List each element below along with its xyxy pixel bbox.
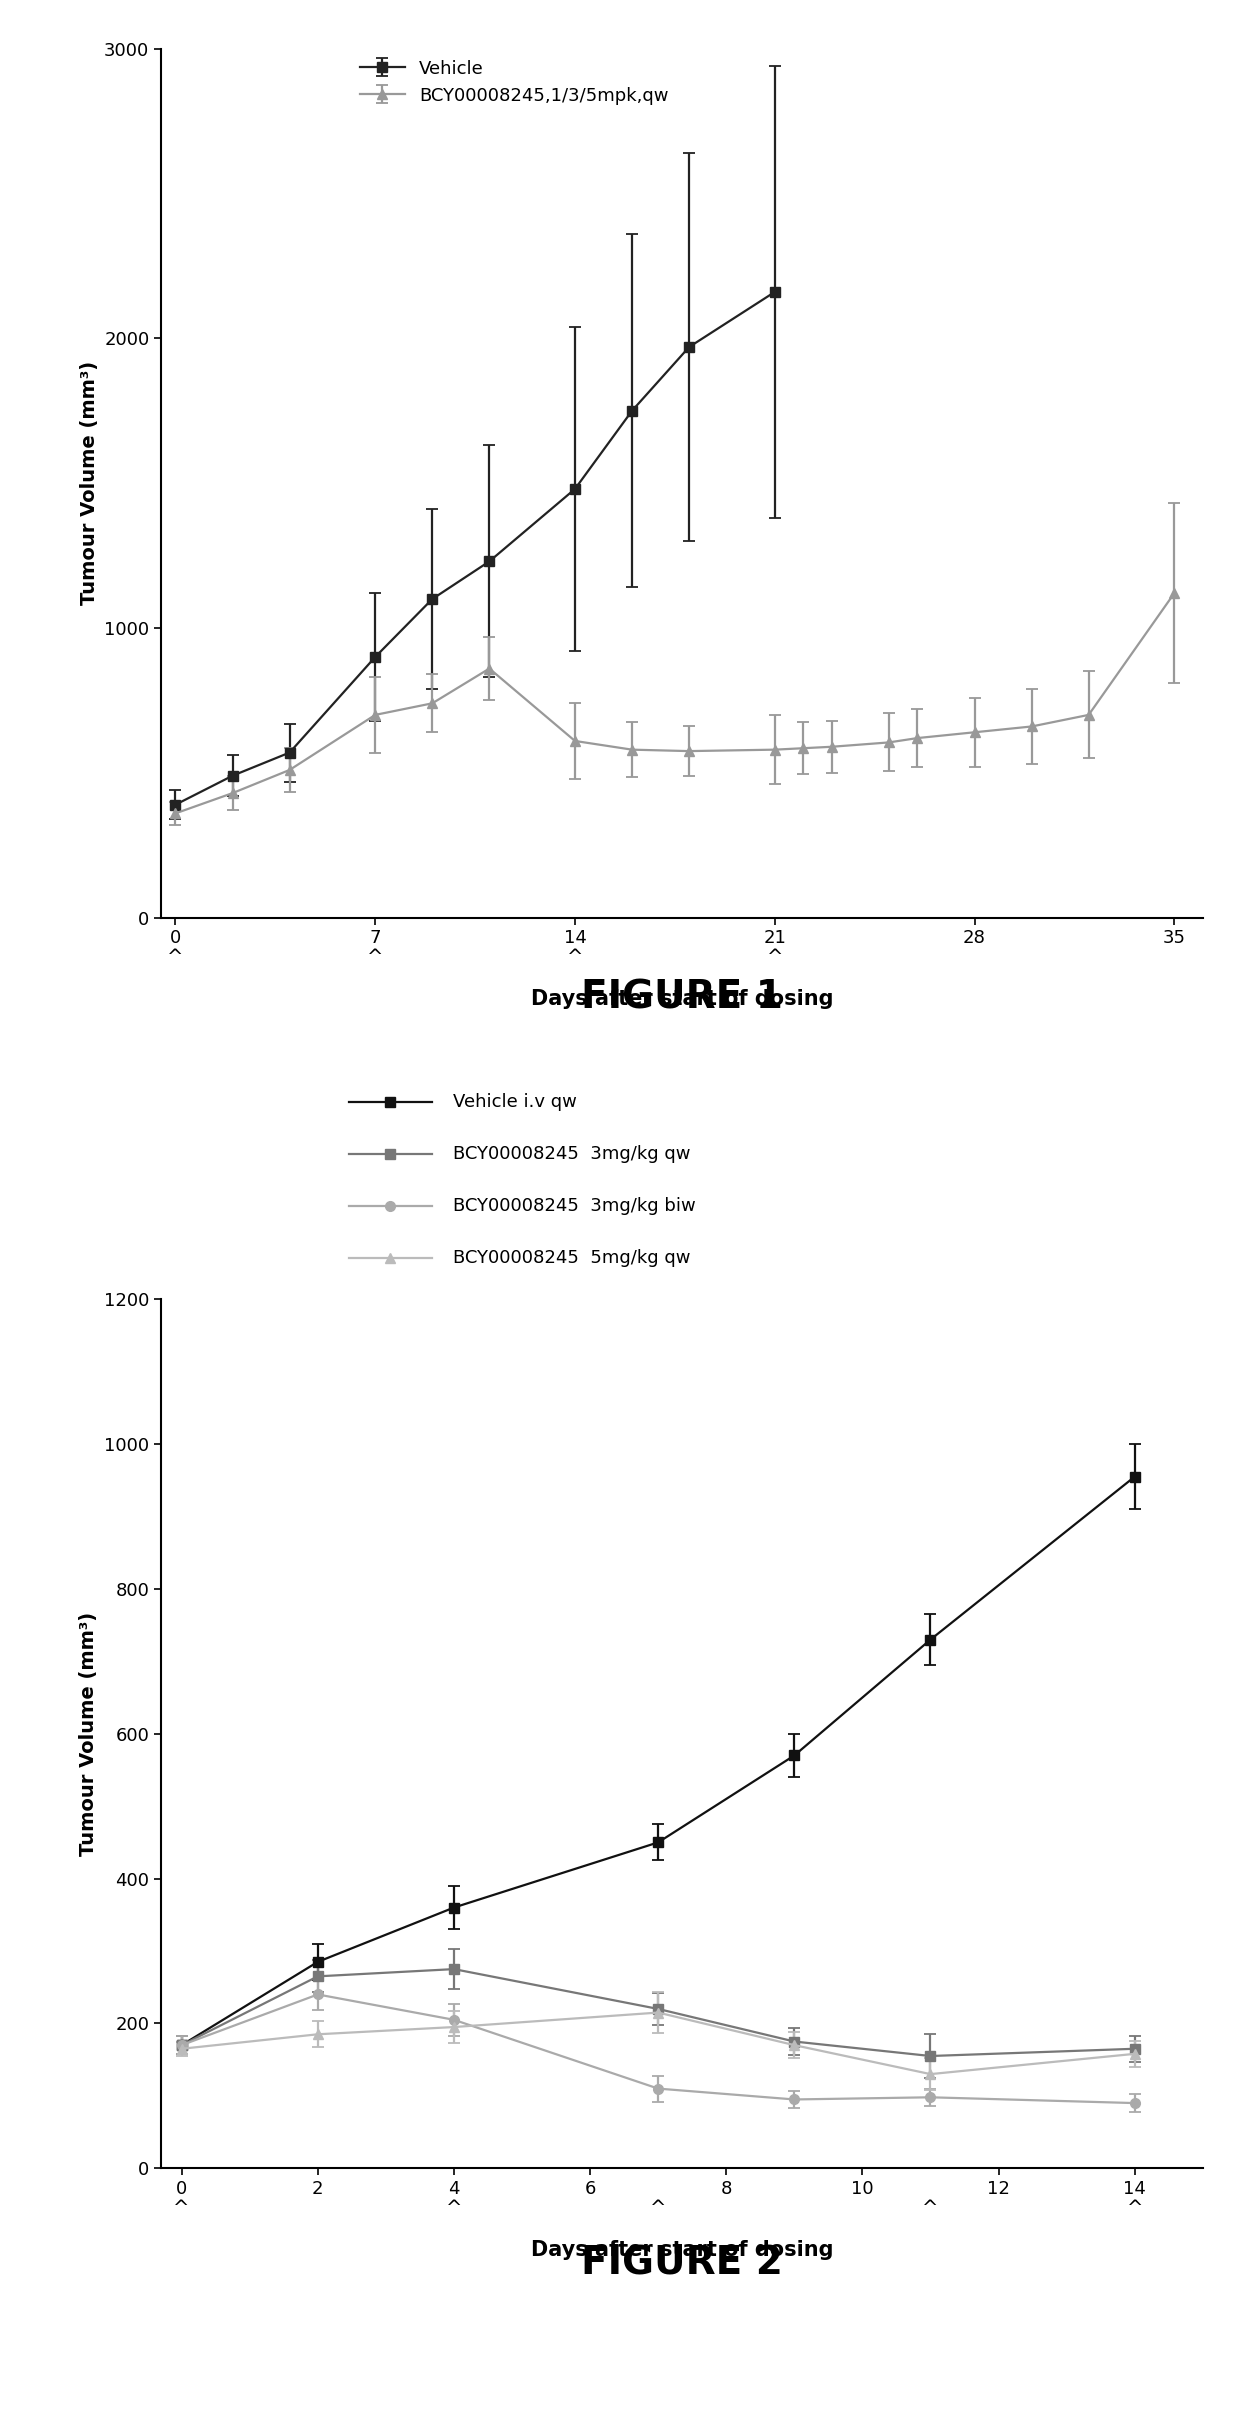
- X-axis label: Days after start of dosing: Days after start of dosing: [531, 2240, 833, 2259]
- Text: ^: ^: [367, 948, 383, 968]
- Y-axis label: Tumour Volume (mm³): Tumour Volume (mm³): [79, 360, 99, 606]
- Text: ^: ^: [766, 948, 782, 968]
- Text: ^: ^: [445, 2199, 463, 2218]
- Text: BCY00008245  3mg/kg biw: BCY00008245 3mg/kg biw: [453, 1197, 696, 1216]
- Text: ^: ^: [1126, 2199, 1143, 2218]
- Text: ^: ^: [650, 2199, 666, 2218]
- Text: FIGURE 1: FIGURE 1: [582, 978, 782, 1017]
- Text: ^: ^: [923, 2199, 939, 2218]
- Text: ^: ^: [167, 948, 184, 968]
- Text: ^: ^: [174, 2199, 190, 2218]
- Legend: Vehicle, BCY00008245,1/3/5mpk,qw: Vehicle, BCY00008245,1/3/5mpk,qw: [357, 58, 671, 107]
- Text: BCY00008245  3mg/kg qw: BCY00008245 3mg/kg qw: [453, 1145, 691, 1162]
- Text: Vehicle i.v qw: Vehicle i.v qw: [453, 1092, 577, 1111]
- X-axis label: Days after start of dosing: Days after start of dosing: [531, 990, 833, 1009]
- Text: FIGURE 2: FIGURE 2: [582, 2245, 782, 2284]
- Text: ^: ^: [567, 948, 583, 968]
- Text: BCY00008245  5mg/kg qw: BCY00008245 5mg/kg qw: [453, 1250, 691, 1267]
- Y-axis label: Tumour Volume (mm³): Tumour Volume (mm³): [79, 1612, 98, 1856]
